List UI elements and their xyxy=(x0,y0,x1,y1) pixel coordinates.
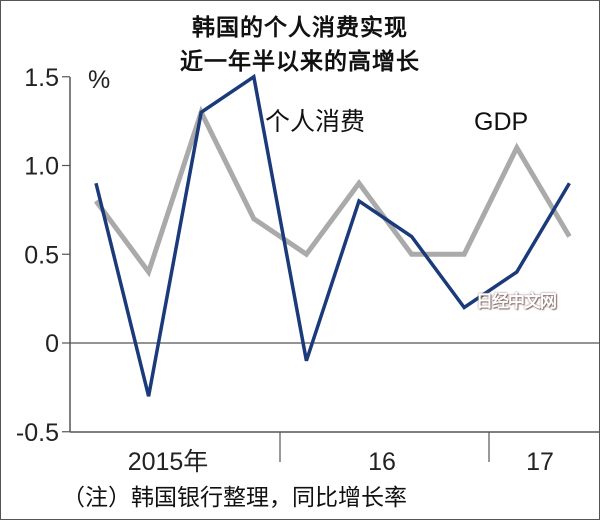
y-unit-label: % xyxy=(88,66,110,94)
x-group-label-2016: 16 xyxy=(368,448,396,476)
consumption-series-line xyxy=(94,73,571,397)
y-tick-label: 1.0 xyxy=(24,153,59,181)
legend-label-consumption: 个人消费 xyxy=(265,107,365,136)
y-tick-label: 1.5 xyxy=(24,64,59,92)
chart-title-line2: 近一年半以来的高增长 xyxy=(180,49,420,75)
gdp-series-line xyxy=(93,105,572,278)
y-tick-label: 0 xyxy=(45,330,59,358)
y-tick-label: -0.5 xyxy=(16,419,59,447)
chart-note: （注）韩国银行整理，同比增长率 xyxy=(62,485,407,511)
y-tick-label: 0.5 xyxy=(24,241,59,269)
x-group-label-2015: 2015年 xyxy=(128,448,209,476)
chart-title-line1: 韩国的个人消费实现 xyxy=(192,15,408,41)
legend-label-gdp: GDP xyxy=(474,108,528,136)
x-group-label-2017: 17 xyxy=(526,448,554,476)
watermark-logo: 日经中文网 xyxy=(476,292,557,312)
